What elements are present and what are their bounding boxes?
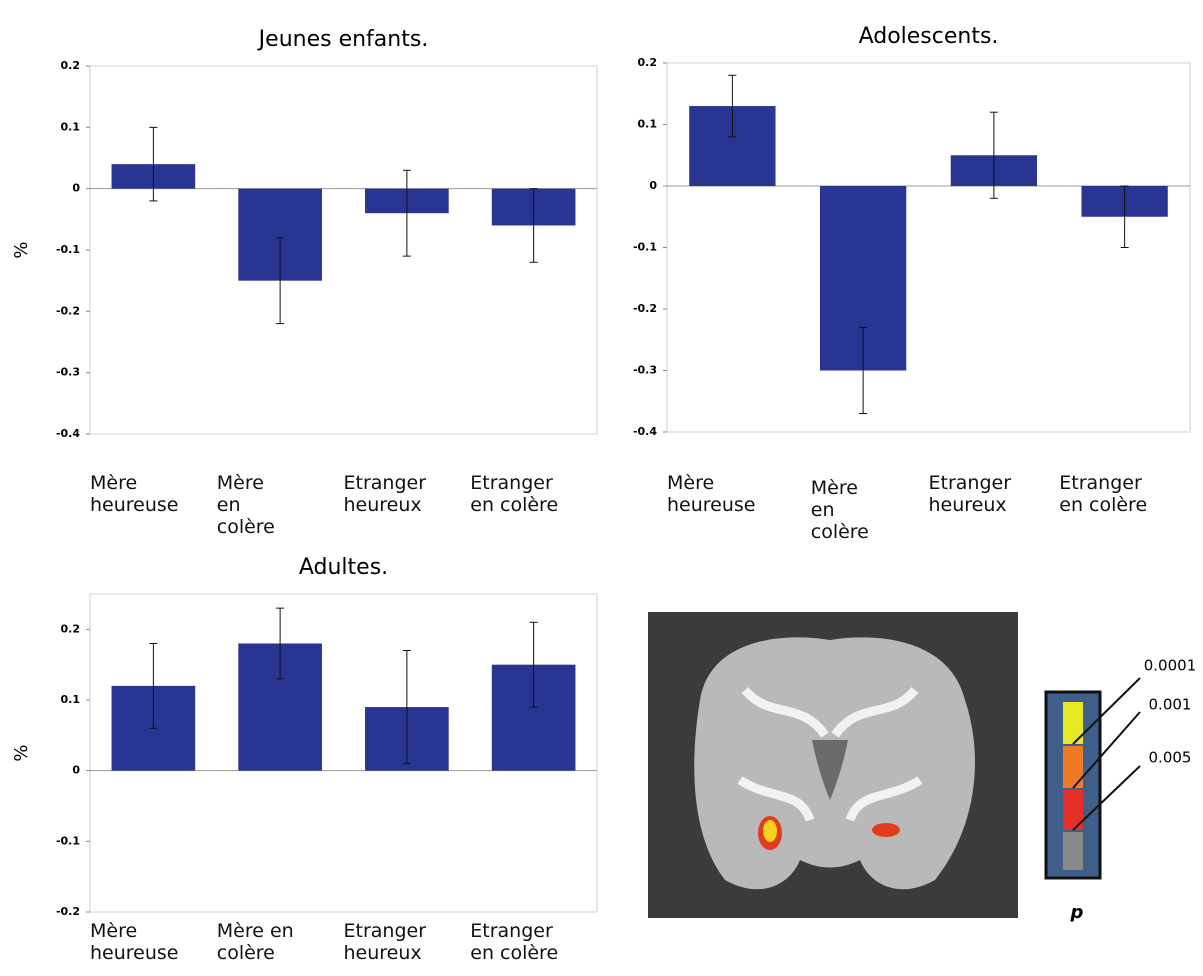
y-tick-label: 0.2 — [638, 56, 658, 69]
p-caption: p — [1070, 902, 1084, 923]
y-tick-label: -0.4 — [56, 427, 80, 440]
p-threshold-label: 0.0001 — [1144, 657, 1197, 675]
y-tick-label: -0.2 — [56, 304, 80, 317]
x-tick-label: Etranger en colère — [470, 472, 559, 516]
p-threshold-label: 0.001 — [1149, 696, 1192, 714]
x-tick-label: Mère en colère — [810, 477, 869, 543]
scale-red — [1063, 790, 1083, 830]
white-matter — [737, 686, 923, 822]
y-tick-label: -0.2 — [633, 302, 657, 315]
plot-frame — [89, 593, 598, 913]
y-tick-label: 0.2 — [61, 59, 81, 72]
y-tick-label: 0 — [649, 179, 657, 192]
y-tick-label: -0.4 — [633, 425, 657, 438]
x-tick-label: Etranger heureux — [928, 472, 1012, 516]
p-threshold-label: 0.005 — [1149, 749, 1192, 767]
chart-title: Adultes. — [299, 555, 388, 580]
activation-right — [872, 823, 900, 837]
y-axis-label: % — [11, 241, 32, 258]
x-tick-label: Mère heureuse — [667, 472, 756, 516]
scale-pointers — [1072, 677, 1141, 831]
x-tick-label: Mère heureuse — [90, 472, 179, 516]
x-tick-label: Mère en colère — [216, 920, 294, 964]
y-tick-label: -0.1 — [56, 243, 80, 256]
x-tick-label: Mère en colère — [216, 472, 275, 538]
x-tick-label: Mère heureuse — [90, 920, 179, 964]
activation-left-core — [763, 820, 777, 842]
x-tick-label: Etranger en colère — [1059, 472, 1148, 516]
y-tick-label: 0 — [72, 182, 80, 195]
p-scale — [1044, 677, 1141, 880]
y-tick-label: -0.1 — [56, 834, 80, 847]
y-tick-label: 0.1 — [61, 120, 81, 133]
scale-gray — [1063, 832, 1083, 870]
ventricle — [812, 740, 848, 800]
y-tick-label: 0.1 — [61, 693, 81, 706]
y-tick-label: -0.1 — [633, 241, 657, 254]
y-axis-label: % — [11, 744, 32, 761]
plot-frame — [89, 65, 598, 435]
y-tick-label: -0.2 — [56, 905, 80, 918]
x-tick-label: Etranger en colère — [470, 920, 559, 964]
chart-title: Jeunes enfants. — [257, 27, 429, 52]
y-tick-label: 0.2 — [61, 622, 81, 635]
x-tick-label: Etranger heureux — [343, 472, 427, 516]
scale-yellow — [1063, 702, 1083, 744]
x-tick-label: Etranger heureux — [343, 920, 427, 964]
y-tick-label: -0.3 — [56, 366, 80, 379]
scale-orange — [1063, 746, 1083, 788]
brain-panel — [648, 612, 1018, 918]
y-tick-label: -0.3 — [633, 364, 657, 377]
y-tick-label: 0.1 — [638, 118, 658, 131]
y-tick-label: 0 — [72, 764, 80, 777]
chart-title: Adolescents. — [859, 24, 999, 49]
